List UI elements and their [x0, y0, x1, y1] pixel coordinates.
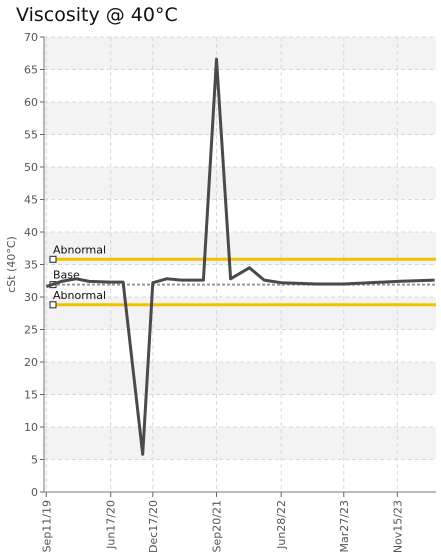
y-tick-label: 25 — [24, 324, 38, 337]
reference-marker — [49, 255, 57, 263]
y-tick-label: 35 — [24, 259, 38, 272]
grid-band — [44, 297, 436, 330]
y-tick-label: 70 — [24, 31, 38, 44]
y-tick-label: 15 — [24, 389, 38, 402]
grid-band — [44, 37, 436, 70]
y-axis-title: cSt (40°C) — [5, 236, 18, 293]
y-tick-label: 45 — [24, 194, 38, 207]
x-tick-label: Mar27/23 — [338, 500, 351, 552]
y-tick-label: 10 — [24, 421, 38, 434]
y-tick-label: 65 — [24, 64, 38, 77]
y-tick-label: 0 — [31, 486, 38, 499]
grid-band — [44, 427, 436, 460]
y-tick-label: 20 — [24, 356, 38, 369]
x-tick-label: Jun28/22 — [275, 500, 288, 550]
chart-title: Viscosity @ 40°C — [16, 4, 178, 26]
grid-band — [44, 167, 436, 200]
x-tick-label: Dec17/20 — [147, 500, 160, 553]
grid-band — [44, 362, 436, 395]
x-tick-label: Sep20/21 — [211, 500, 224, 552]
reference-label: Abnormal — [53, 289, 106, 302]
y-tick-label: 50 — [24, 161, 38, 174]
y-tick-label: 60 — [24, 96, 38, 109]
reference-marker — [49, 301, 57, 309]
y-tick-label: 30 — [24, 291, 38, 304]
x-tick-label: Sep11/19 — [40, 500, 53, 552]
x-tick-label: Jun17/20 — [105, 500, 118, 550]
reference-label: Abnormal — [53, 243, 106, 256]
x-tick-label: Nov15/23 — [391, 500, 404, 553]
y-tick-label: 55 — [24, 129, 38, 142]
y-tick-label: 40 — [24, 226, 38, 239]
y-tick-label: 5 — [31, 454, 38, 467]
grid-band — [44, 102, 436, 135]
